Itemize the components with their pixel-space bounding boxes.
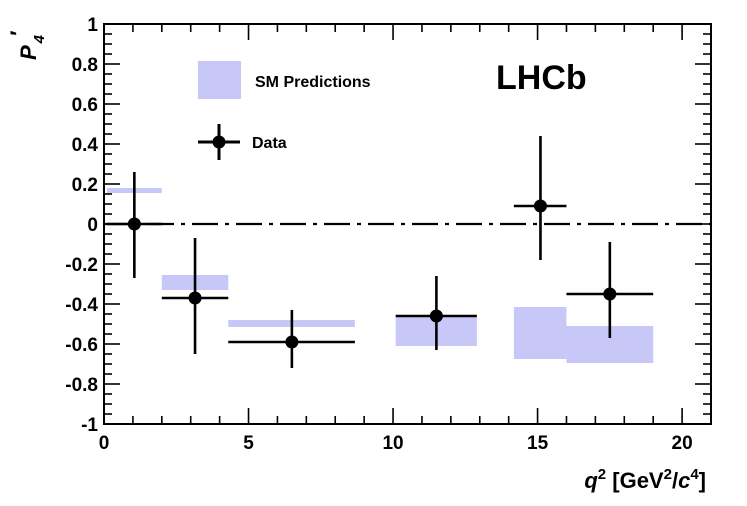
y-tick-label-9: -0.8 [65, 375, 98, 396]
tick-labels: 10.80.60.40.20-0.2-0.4-0.6-0.8-10 5 10 15 20 [65, 15, 692, 454]
experiment-label: LHCb [496, 59, 587, 97]
data-point-1 [188, 291, 202, 305]
sm-prediction-bands [106, 188, 654, 363]
y-tick-label-1: 0.8 [72, 55, 98, 76]
legend-data-marker [212, 135, 226, 149]
y-axis-title-main: P [16, 45, 41, 60]
data-point-2 [285, 335, 299, 349]
y-tick-label-7: -0.4 [65, 295, 98, 316]
x-tick-label-2: 10 [382, 433, 403, 454]
legend-sm-label: SM Predictions [255, 74, 371, 91]
x-axis-title-q-exp: 2 [598, 466, 606, 483]
y-axis-title-subscript: 4 [31, 34, 48, 44]
y-tick-label-5: 0 [87, 215, 98, 236]
legend-data-label: Data [252, 135, 287, 152]
data-point-group-2 [228, 310, 355, 368]
x-tick-label-1: 5 [243, 433, 254, 454]
x-axis-title-unit-open: [GeV [606, 468, 664, 493]
y-tick-label-2: 0.6 [72, 95, 98, 116]
y-tick-label-0: 1 [87, 15, 98, 36]
x-axis-title-q: q [584, 468, 598, 493]
x-tick-label-3: 15 [527, 433, 549, 454]
x-tick-label-4: 20 [672, 433, 693, 454]
x-axis-title-c-exp: 4 [690, 466, 699, 483]
x-axis-title-gev-exp: 2 [664, 466, 672, 483]
data-points [106, 136, 654, 368]
legend: SM Predictions Data [198, 61, 371, 160]
data-point-0 [127, 217, 141, 231]
y-axis-title: P4′ [6, 30, 48, 60]
x-axis-title-slash: / [672, 468, 678, 493]
data-point-group-1 [161, 238, 229, 354]
data-point-3 [429, 309, 443, 323]
y-tick-label-4: 0.2 [72, 175, 98, 196]
y-tick-label-3: 0.4 [72, 135, 99, 156]
x-tick-label-0: 0 [99, 433, 110, 454]
x-axis-title-c: c [678, 468, 690, 493]
y-tick-label-6: -0.2 [65, 255, 98, 276]
data-point-5 [603, 287, 617, 301]
y-axis-title-prime: ′ [6, 30, 31, 37]
legend-sm-swatch [198, 61, 241, 99]
data-point-group-5 [566, 242, 654, 338]
axis-ticks [103, 23, 712, 425]
data-point-group-3 [395, 276, 477, 350]
y-tick-label-8: -0.6 [65, 335, 98, 356]
sm-band-4 [513, 307, 567, 359]
y-tick-label-10: -1 [81, 415, 98, 436]
data-point-4 [533, 199, 547, 213]
data-point-group-0 [106, 172, 162, 278]
data-point-group-4 [513, 136, 567, 260]
x-axis-title-unit-close: ] [699, 468, 706, 493]
x-axis-title: q2 [GeV2/c4] [584, 466, 706, 493]
